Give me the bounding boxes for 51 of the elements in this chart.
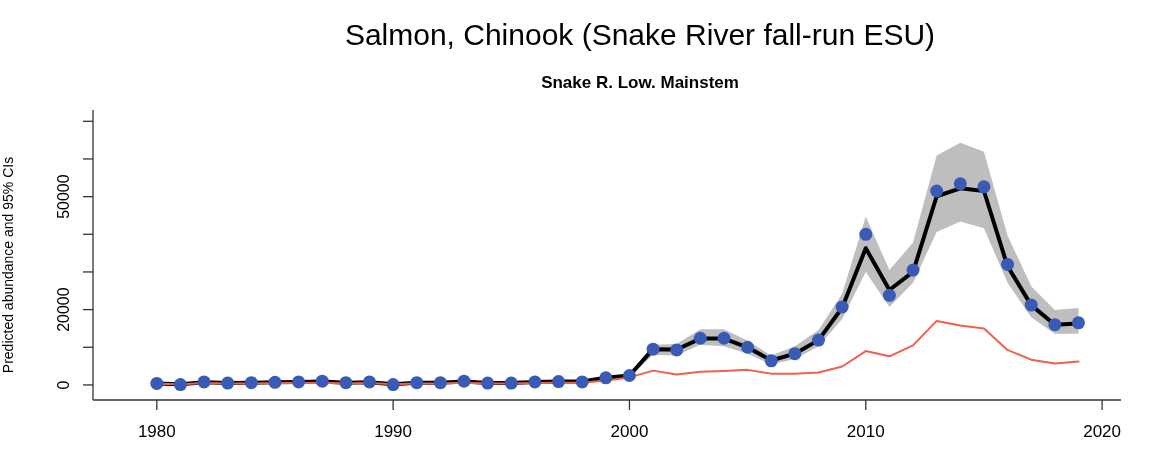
point [433, 376, 447, 390]
point [859, 227, 873, 241]
x-tick-label: 2020 [1083, 422, 1122, 441]
point [339, 376, 353, 390]
point [717, 331, 731, 345]
point [481, 376, 495, 390]
point [457, 374, 471, 388]
chart-title: Salmon, Chinook (Snake River fall-run ESU) [344, 18, 936, 51]
chart-subtitle: Snake R. Low. Mainstem [541, 73, 739, 92]
point [268, 375, 282, 389]
point [741, 340, 755, 354]
point [173, 378, 187, 392]
point [292, 375, 306, 389]
point [953, 177, 967, 191]
point [788, 347, 802, 361]
x-tick-label: 1980 [137, 422, 176, 441]
point [764, 354, 778, 368]
x-tick-label: 2010 [846, 422, 885, 441]
point [882, 288, 896, 302]
point [1024, 298, 1038, 312]
point [575, 375, 589, 389]
point [197, 375, 211, 389]
y-axis-title: Predicted abundance and 95% CIs [0, 156, 16, 374]
x-tick-label: 2000 [610, 422, 649, 441]
point [646, 342, 660, 356]
point [670, 343, 684, 357]
point [977, 180, 991, 194]
point [1071, 316, 1085, 330]
point [363, 375, 376, 389]
y-tick-label: 20000 [55, 287, 72, 332]
y-tick-label: 50000 [55, 174, 72, 219]
point [410, 376, 424, 390]
point [1048, 318, 1062, 332]
point [244, 376, 258, 390]
point [930, 184, 944, 198]
point [622, 369, 636, 383]
point [906, 263, 920, 277]
point [599, 371, 613, 385]
point [1001, 257, 1015, 271]
x-tick-label: 1990 [374, 422, 413, 441]
point [812, 333, 826, 347]
point [221, 376, 235, 390]
point [150, 376, 164, 390]
point [835, 300, 849, 314]
y-tick-label: 0 [55, 380, 72, 390]
point [386, 378, 400, 392]
point [528, 375, 542, 389]
point [693, 331, 707, 345]
point [315, 374, 329, 388]
point [504, 376, 518, 390]
point [552, 375, 566, 389]
